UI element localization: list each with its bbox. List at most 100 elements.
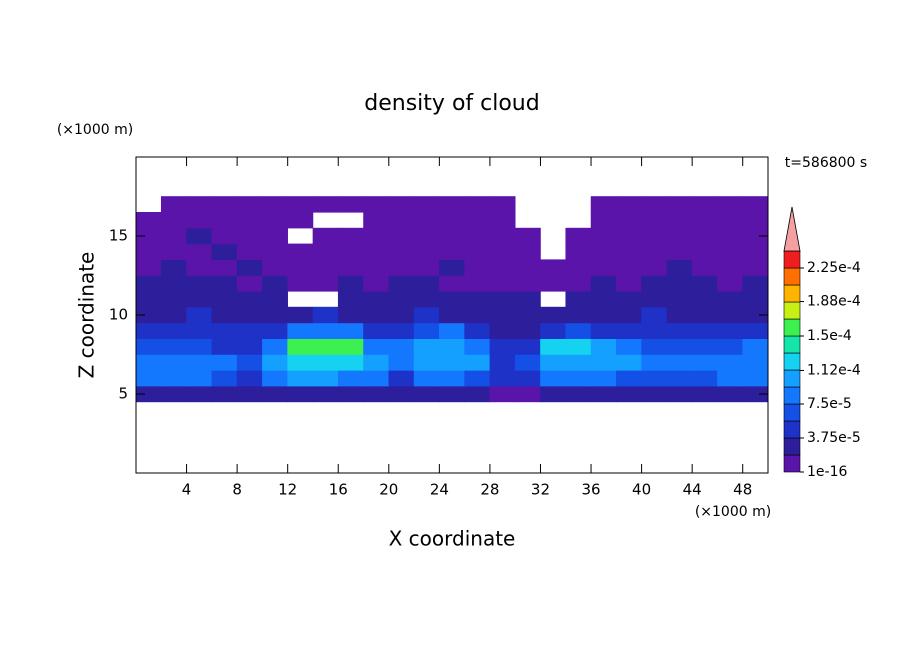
contour-cell xyxy=(464,370,491,387)
contour-cell xyxy=(160,354,187,371)
contour-cell xyxy=(540,354,567,371)
contour-cell xyxy=(287,322,314,339)
contour-cell xyxy=(186,354,213,371)
contour-cell xyxy=(413,227,440,245)
contour-cell xyxy=(590,275,617,292)
contour-cell xyxy=(565,306,592,324)
contour-cell xyxy=(666,259,693,276)
contour-cell xyxy=(236,212,263,229)
contour-cell xyxy=(388,227,415,245)
x-tick-label: 8 xyxy=(232,481,242,499)
contour-cell xyxy=(590,385,617,403)
contour-cell xyxy=(312,196,339,213)
contour-cell xyxy=(691,322,718,339)
contour-cell xyxy=(186,196,213,213)
contour-cell xyxy=(691,370,718,387)
contour-cell xyxy=(262,196,288,213)
contour-cell xyxy=(540,259,567,276)
x-tick-label: 44 xyxy=(683,481,702,499)
contour-cell xyxy=(514,322,541,339)
contour-cell xyxy=(160,196,187,213)
contour-cell xyxy=(464,385,491,403)
y-tick-label: 10 xyxy=(109,306,128,324)
y-axis-label: Z coordinate xyxy=(75,252,99,379)
contour-cell xyxy=(312,306,339,324)
contour-cell xyxy=(363,291,390,308)
contour-cell xyxy=(413,196,440,213)
contour-cell xyxy=(616,259,642,276)
contour-cell xyxy=(717,385,744,403)
colorbar-swatch xyxy=(783,250,801,269)
contour-cell xyxy=(312,243,339,260)
contour-cell xyxy=(135,306,162,324)
contour-cell xyxy=(388,196,415,213)
contour-cell xyxy=(388,354,415,371)
contour-cell xyxy=(135,212,162,229)
contour-cell xyxy=(439,338,465,355)
contour-cell xyxy=(666,196,693,213)
contour-cell xyxy=(312,354,339,371)
contour-cell xyxy=(616,196,642,213)
contour-cell xyxy=(540,228,566,244)
contour-cell xyxy=(691,227,718,245)
colorbar-tick-label: 2.25e-4 xyxy=(807,260,861,276)
contour-cell xyxy=(136,196,162,212)
contour-cell xyxy=(666,291,693,308)
contour-cell xyxy=(388,370,415,387)
contour-cell xyxy=(565,196,591,212)
contour-cell xyxy=(590,306,617,324)
contour-cell xyxy=(313,212,339,228)
x-tick-label: 28 xyxy=(480,481,499,499)
contour-cell xyxy=(742,212,769,229)
contour-cell xyxy=(439,322,465,339)
contour-cell xyxy=(313,291,339,307)
contour-cell xyxy=(742,322,769,339)
contour-cell xyxy=(413,243,440,260)
contour-cell xyxy=(590,243,617,260)
contour-cell xyxy=(211,212,238,229)
contour-cell xyxy=(565,259,592,276)
contour-cell xyxy=(489,259,516,276)
contour-cell xyxy=(540,370,567,387)
contour-cell xyxy=(641,196,668,213)
contour-cell xyxy=(135,338,162,355)
contour-cell xyxy=(616,385,642,403)
contour-cell xyxy=(337,227,364,245)
contour-cell xyxy=(616,291,642,308)
x-unit: (×1000 m) xyxy=(695,504,771,520)
contour-cell xyxy=(363,212,390,229)
contour-cell xyxy=(312,385,339,403)
contour-cell xyxy=(388,338,415,355)
contour-cell xyxy=(287,354,314,371)
contour-cell xyxy=(590,322,617,339)
colorbar-extend xyxy=(783,206,801,252)
contour-cell xyxy=(160,275,187,292)
contour-cell xyxy=(211,370,238,387)
contour-cell xyxy=(262,243,288,260)
contour-cell xyxy=(717,259,744,276)
contour-cell xyxy=(641,385,668,403)
contour-cell xyxy=(641,243,668,260)
contour-cell xyxy=(641,354,668,371)
contour-cell xyxy=(186,385,213,403)
contour-cell xyxy=(236,275,263,292)
contour-cell xyxy=(337,354,364,371)
contour-cell xyxy=(540,212,566,228)
colorbar-tick-label: 1e-16 xyxy=(807,464,847,480)
y-tick-label: 15 xyxy=(109,227,128,245)
contour-cell xyxy=(464,196,491,213)
contour-cell xyxy=(616,370,642,387)
contour-cell xyxy=(388,259,415,276)
contour-cell xyxy=(616,338,642,355)
y-unit: (×1000 m) xyxy=(57,122,133,138)
contour-cell xyxy=(363,275,390,292)
contour-cell xyxy=(540,196,566,212)
contour-cell xyxy=(515,212,541,228)
contour-cell xyxy=(464,291,491,308)
contour-cell xyxy=(363,338,390,355)
contour-field xyxy=(135,196,769,403)
contour-cell xyxy=(413,275,440,292)
contour-cell xyxy=(691,275,718,292)
